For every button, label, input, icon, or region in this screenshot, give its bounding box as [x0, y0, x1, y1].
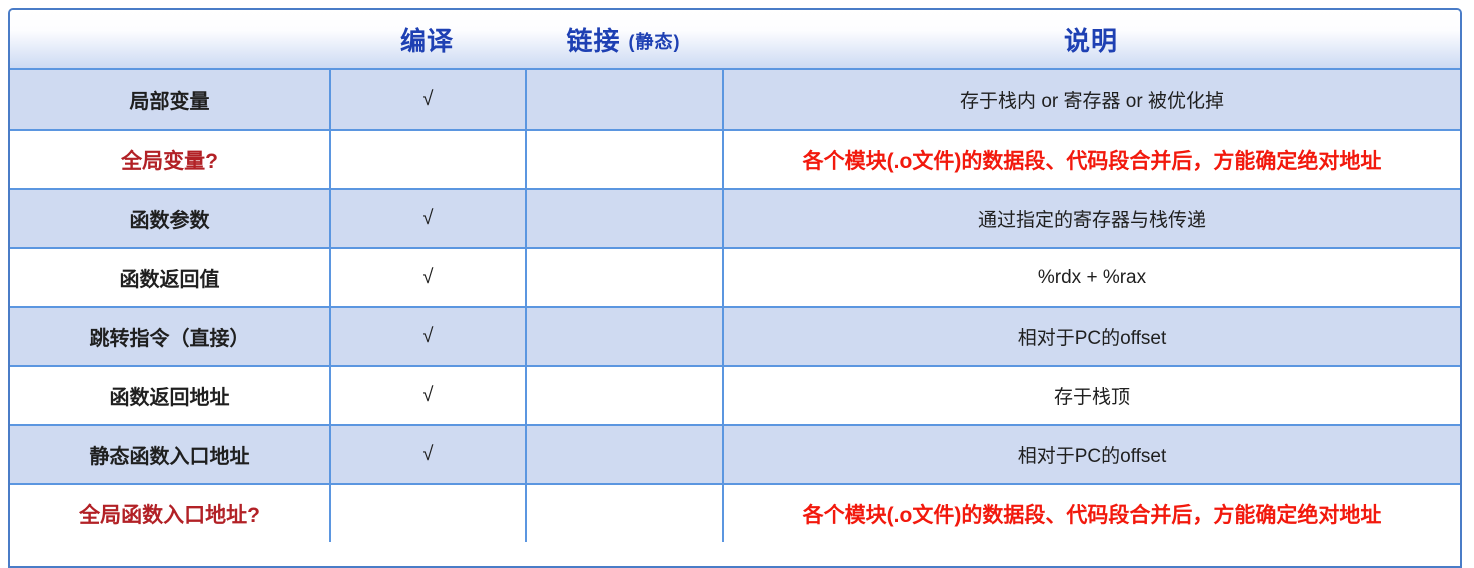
- header-cell-description: 说明: [722, 10, 1460, 68]
- row-label: 函数参数: [129, 210, 210, 232]
- table-row: 静态函数入口地址 √ 相对于PC的offset: [10, 424, 1460, 483]
- compile-cell: √: [329, 249, 525, 306]
- row-label: 跳转指令（直接）: [89, 328, 250, 350]
- header-link-label: 链接: [566, 25, 621, 56]
- link-cell: [525, 308, 722, 365]
- table-header-row: 编译 链接 (静态) 说明: [10, 10, 1460, 70]
- header-cell-compile: 编译: [329, 10, 525, 68]
- description-cell: 通过指定的寄存器与栈传递: [722, 190, 1460, 247]
- description-cell: %rdx + %rax: [722, 249, 1460, 306]
- link-cell: [525, 485, 722, 542]
- link-cell: [525, 249, 722, 306]
- link-cell: [525, 70, 722, 129]
- table-row: 全局变量? 各个模块(.o文件)的数据段、代码段合并后，方能确定绝对地址: [10, 129, 1460, 188]
- compile-cell: [329, 131, 525, 188]
- compile-cell: √: [329, 308, 525, 365]
- link-cell: [525, 190, 722, 247]
- link-cell: [525, 426, 722, 483]
- table-row: 全局函数入口地址? 各个模块(.o文件)的数据段、代码段合并后，方能确定绝对地址: [10, 483, 1460, 542]
- comparison-table: 编译 链接 (静态) 说明 局部变量 √ 存于栈内 or 寄存器 or 被优化掉…: [8, 8, 1462, 568]
- compile-cell: [329, 485, 525, 542]
- compile-cell: √: [329, 426, 525, 483]
- row-label: 函数返回值: [119, 269, 220, 291]
- link-cell: [525, 131, 722, 188]
- header-compile-label: 编译: [399, 25, 454, 56]
- row-label: 局部变量: [129, 91, 210, 113]
- header-description-label: 说明: [1063, 25, 1118, 56]
- compile-cell: √: [329, 70, 525, 129]
- description-cell: 存于栈顶: [722, 367, 1460, 424]
- header-cell-link: 链接 (静态): [525, 10, 722, 68]
- row-label: 全局变量?: [121, 149, 218, 173]
- row-label: 静态函数入口地址: [89, 446, 250, 468]
- description-cell: 相对于PC的offset: [722, 308, 1460, 365]
- description-cell: 各个模块(.o文件)的数据段、代码段合并后，方能确定绝对地址: [722, 131, 1460, 188]
- description-cell: 相对于PC的offset: [722, 426, 1460, 483]
- table-row: 函数参数 √ 通过指定的寄存器与栈传递: [10, 188, 1460, 247]
- table-row: 跳转指令（直接） √ 相对于PC的offset: [10, 306, 1460, 365]
- table-row: 函数返回地址 √ 存于栈顶: [10, 365, 1460, 424]
- compile-cell: √: [329, 367, 525, 424]
- compile-cell: √: [329, 190, 525, 247]
- header-link-sub-label: (静态): [628, 31, 681, 52]
- table-body: 局部变量 √ 存于栈内 or 寄存器 or 被优化掉 全局变量? 各个模块(.o…: [10, 70, 1460, 542]
- header-cell-empty: [10, 10, 329, 68]
- row-label: 全局函数入口地址?: [79, 503, 260, 527]
- row-label: 函数返回地址: [109, 387, 230, 409]
- description-cell: 存于栈内 or 寄存器 or 被优化掉: [722, 70, 1460, 129]
- table-row: 局部变量 √ 存于栈内 or 寄存器 or 被优化掉: [10, 70, 1460, 129]
- description-cell: 各个模块(.o文件)的数据段、代码段合并后，方能确定绝对地址: [722, 485, 1460, 542]
- link-cell: [525, 367, 722, 424]
- table-row: 函数返回值 √ %rdx + %rax: [10, 247, 1460, 306]
